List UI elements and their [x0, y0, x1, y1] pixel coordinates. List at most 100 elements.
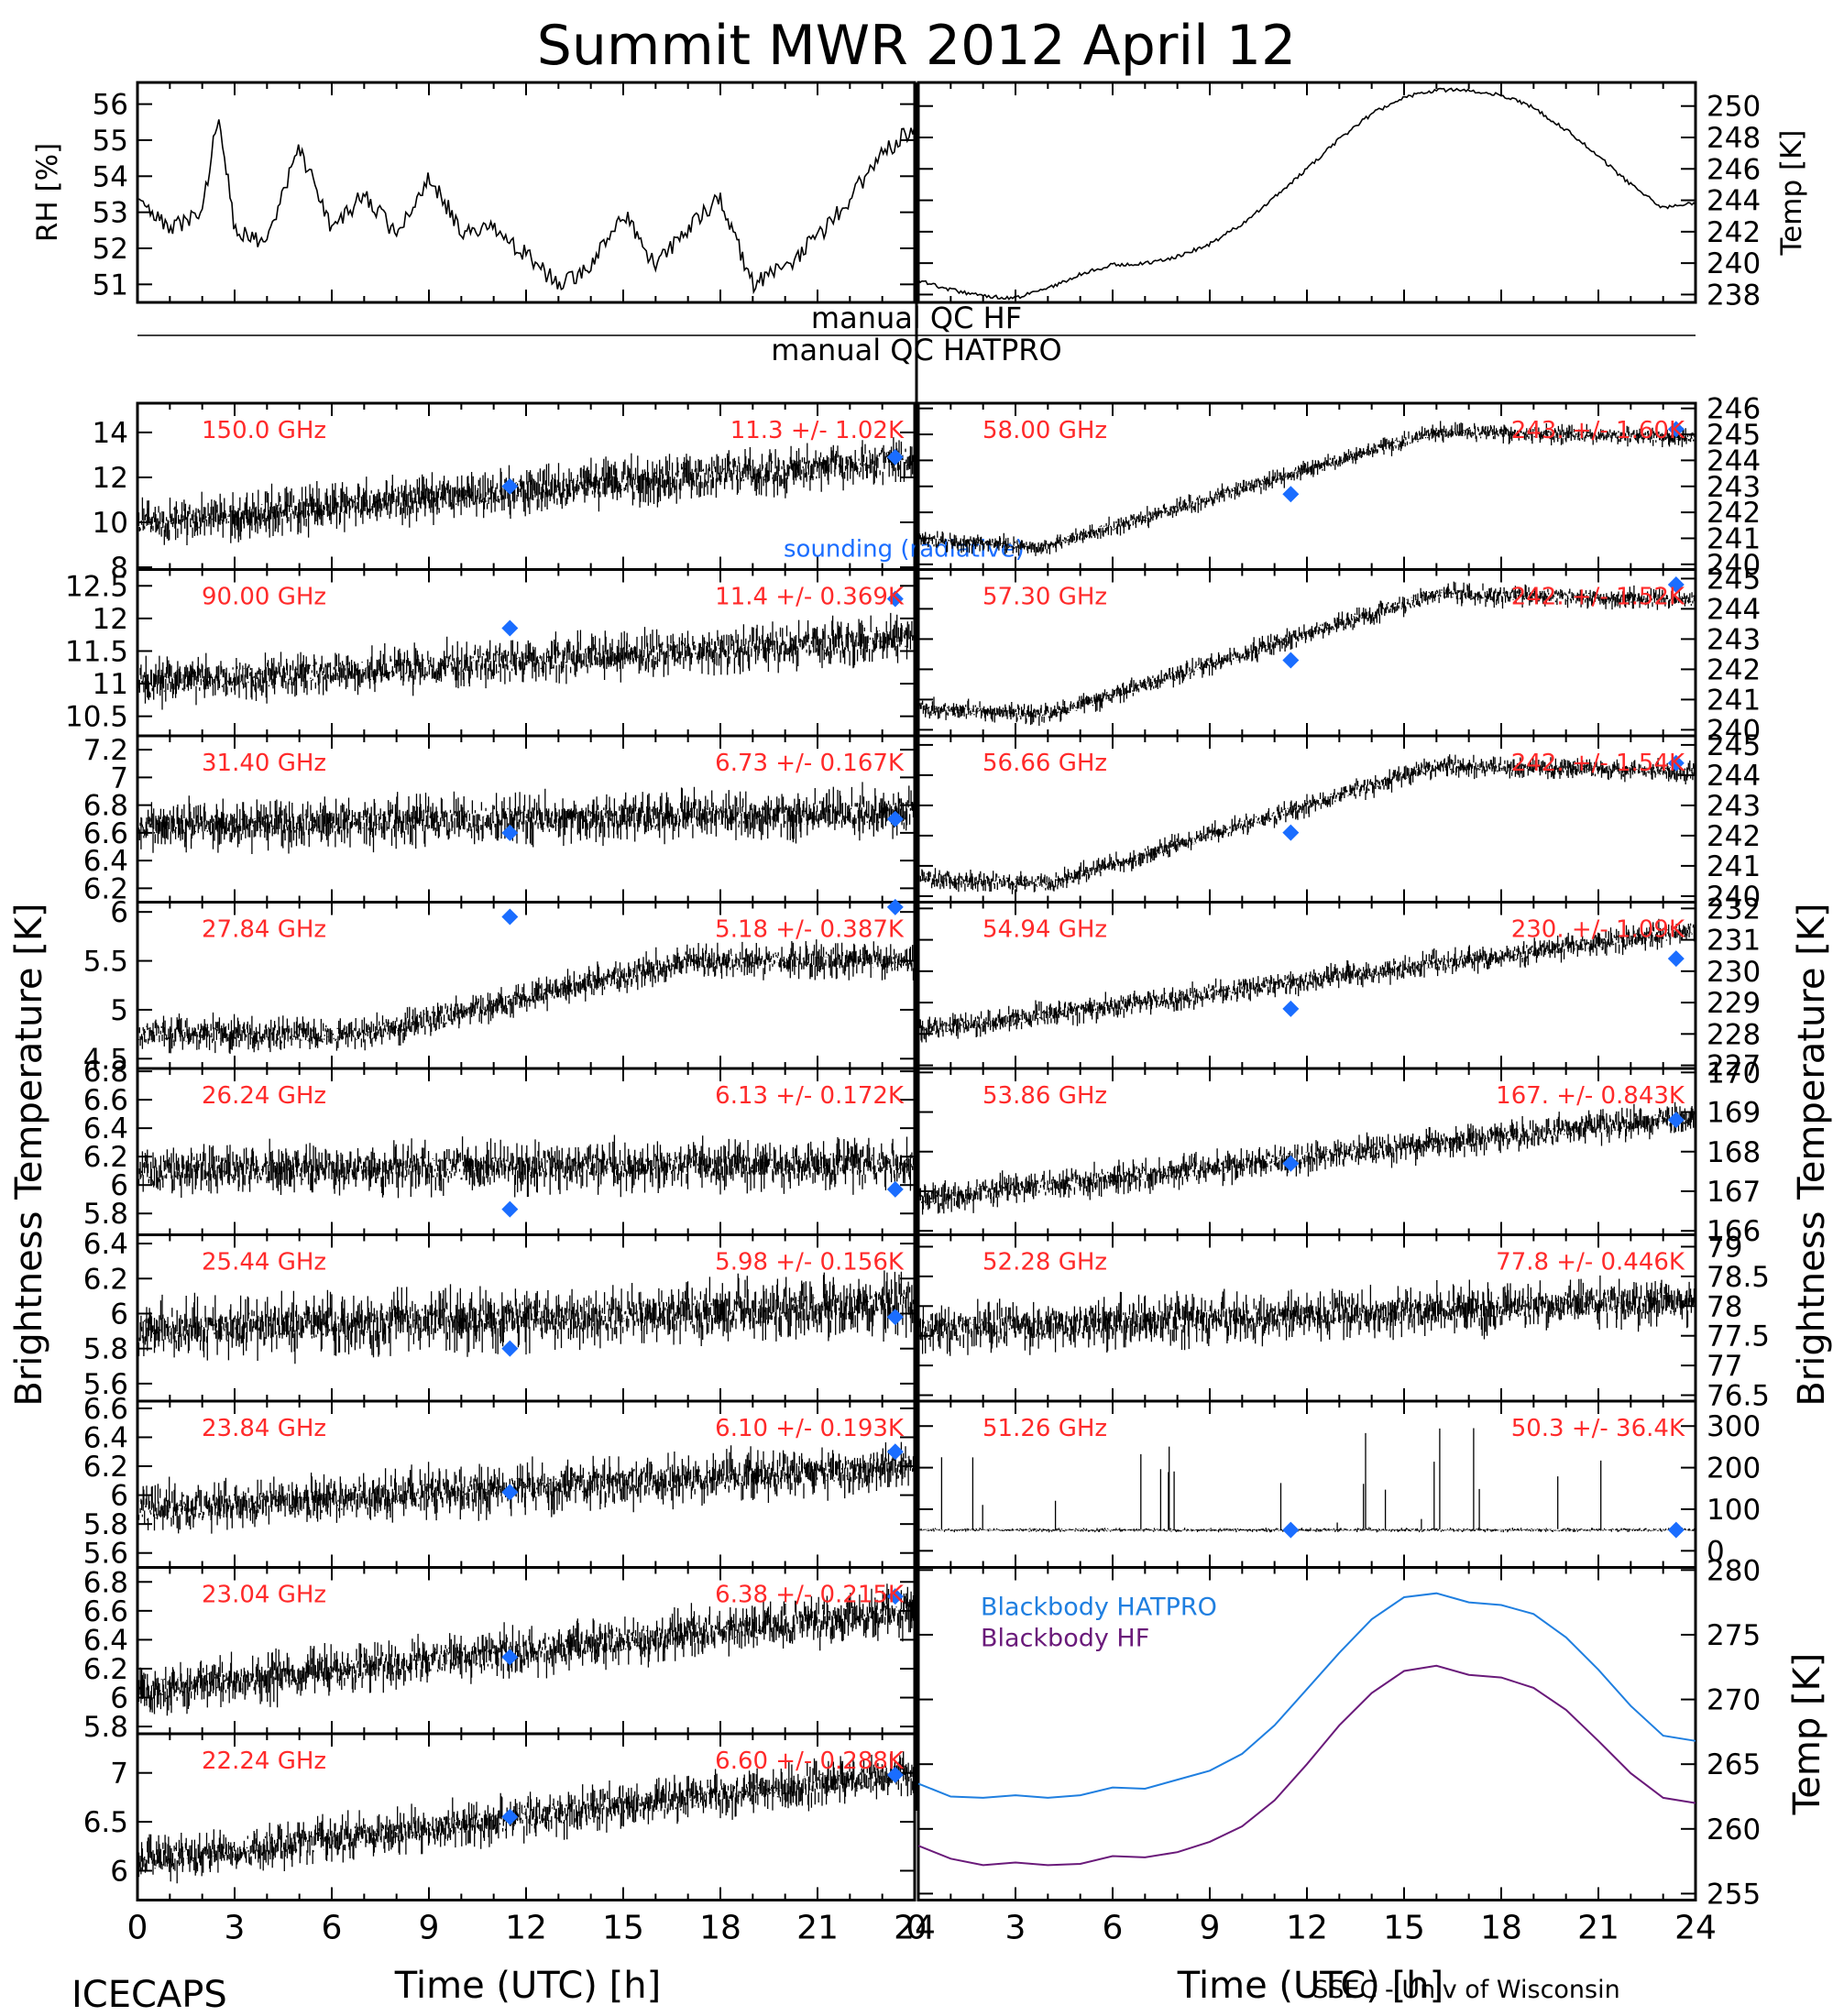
y-tick-label: 7.2	[83, 734, 128, 767]
y-tick-label: 6.2	[83, 1141, 128, 1174]
y-tick-label: 77	[1707, 1350, 1742, 1383]
y-tick-label: 5.8	[83, 1508, 128, 1541]
panel-22-24: 6 6.5 7 22.24 GHz 6.60 +/- 0.288K	[83, 1732, 916, 1901]
channel-label: 25.44 GHz	[202, 1249, 326, 1276]
temp-series-line	[917, 87, 1696, 301]
channel-57-3-points	[917, 581, 1696, 726]
y-tick-label: 76.5	[1707, 1380, 1770, 1413]
sounding-marker	[501, 824, 519, 841]
y-tick-label: 6	[110, 1855, 128, 1888]
y-tick-label: 6.2	[83, 1451, 128, 1484]
sounding-marker	[501, 1340, 519, 1357]
y-tick-label: 54	[93, 160, 128, 193]
x-tick-label: 24	[894, 1910, 936, 1947]
channel-label: 54.94 GHz	[982, 916, 1107, 944]
sounding-marker	[886, 1309, 904, 1326]
y-tick-label: 246	[1707, 393, 1761, 426]
stat-label: 242. +/- 1.52K	[1511, 584, 1685, 611]
y-tick-label: 242	[1707, 820, 1761, 853]
panel-25-44: 5.65.866.26.4 25.44 GHz 5.98 +/- 0.156K	[83, 1228, 916, 1403]
x-axis-title-left: Time (UTC) [h]	[394, 1965, 661, 2007]
y-tick-label: 100	[1707, 1494, 1761, 1527]
qc-hatpro-label: manual QC HATPRO	[771, 333, 1061, 367]
y-tick-label: 229	[1707, 987, 1761, 1020]
panel-53-86: 166 167 168 169 170 53.86 GHz 167. +/- 0.843K	[916, 1057, 1761, 1248]
bb-series-hf	[917, 1664, 1696, 1867]
sounding-marker	[1282, 1521, 1300, 1539]
channel-label: 23.04 GHz	[202, 1582, 326, 1609]
y-tick-label: 5.5	[83, 946, 128, 979]
y-tick-label: 11	[93, 668, 128, 701]
y-tick-label: 6.4	[83, 1228, 128, 1261]
sounding-marker	[886, 590, 904, 608]
sounding-marker	[501, 1484, 519, 1501]
stat-label: 230. +/- 1.09K	[1511, 916, 1685, 944]
channel-label: 22.24 GHz	[202, 1748, 326, 1775]
panel-26-24: 5.866.26.46.66.8 26.24 GHz 6.13 +/- 0.172K	[83, 1056, 916, 1236]
x-tick-label: 21	[1577, 1910, 1619, 1947]
channel-label: 27.84 GHz	[202, 916, 326, 944]
left-y-axis-title: Brightness Temperature [K]	[8, 903, 50, 1406]
y-tick-label: 244	[1707, 760, 1761, 793]
panel-23-04: 5.866.26.46.66.8 23.04 GHz 6.38 +/- 0.215K	[83, 1566, 916, 1744]
sounding-marker	[1667, 1112, 1685, 1129]
stat-label: 5.98 +/- 0.156K	[715, 1249, 905, 1276]
x-tick-label: 9	[419, 1910, 440, 1947]
y-tick-label: 5.8	[83, 1711, 128, 1744]
x-tick-label: 0	[127, 1910, 148, 1947]
panel-bb: 255 260 265 270 275 280 Blackbody HATPRO Blackb…	[916, 1554, 1828, 1911]
rh-axis-title: RH [%]	[31, 143, 64, 242]
y-tick-label: 300	[1707, 1410, 1761, 1443]
y-tick-label: 170	[1707, 1057, 1761, 1090]
y-tick-label: 78	[1707, 1290, 1742, 1323]
y-tick-label: 240	[1707, 714, 1761, 747]
channel-label: 53.86 GHz	[982, 1082, 1107, 1110]
sounding-marker	[886, 1588, 904, 1605]
y-tick-label: 78.5	[1707, 1261, 1770, 1294]
y-tick-label: 255	[1707, 1878, 1761, 1911]
stat-label: 5.18 +/- 0.387K	[715, 916, 905, 944]
channel-label: 150.0 GHz	[202, 417, 326, 444]
channel-54-94-points	[917, 918, 1696, 1043]
sounding-marker	[501, 908, 519, 926]
y-tick-label: 10	[93, 507, 128, 540]
y-tick-label: 53	[93, 197, 128, 230]
y-tick-label: 231	[1707, 925, 1761, 958]
y-tick-label: 242	[1707, 653, 1761, 686]
x-tick-label: 15	[1383, 1910, 1425, 1947]
channel-label: 23.84 GHz	[202, 1415, 326, 1442]
stat-label: 6.60 +/- 0.288K	[715, 1748, 905, 1775]
panel-frame	[916, 81, 1697, 304]
y-tick-label: 10.5	[65, 701, 128, 734]
x-tick-label: 18	[699, 1910, 741, 1947]
channel-52-28-points	[917, 1275, 1696, 1356]
panel-27-84: 4.5 5 5.5 6 27.84 GHz 5.18 +/- 0.387K	[83, 896, 916, 1076]
sounding-marker	[501, 1200, 519, 1218]
y-tick-label: 7	[110, 761, 128, 794]
y-tick-label: 6	[110, 1169, 128, 1202]
bb-legend-hatpro: Blackbody HATPRO	[981, 1594, 1217, 1622]
y-tick-label: 241	[1707, 850, 1761, 883]
channel-31-4-points	[137, 782, 915, 854]
y-tick-label: 240	[1707, 247, 1761, 280]
sounding-marker	[1282, 824, 1300, 841]
channel-label: 31.40 GHz	[202, 750, 326, 777]
y-tick-label: 77.5	[1707, 1320, 1770, 1353]
y-tick-label: 245	[1707, 729, 1761, 762]
y-tick-label: 6.6	[83, 1084, 128, 1117]
y-tick-label: 260	[1707, 1813, 1761, 1846]
y-tick-label: 166	[1707, 1215, 1761, 1248]
x-tick-label: 0	[906, 1910, 927, 1947]
x-tick-label: 3	[225, 1910, 246, 1947]
y-tick-label: 5	[110, 994, 128, 1027]
y-tick-label: 244	[1707, 593, 1761, 626]
y-tick-label: 241	[1707, 522, 1761, 555]
y-tick-label: 275	[1707, 1619, 1761, 1652]
panel-150: 8 10 12 14 150.0 GHz 11.3 +/- 1.02K sounding (…	[93, 401, 1025, 585]
